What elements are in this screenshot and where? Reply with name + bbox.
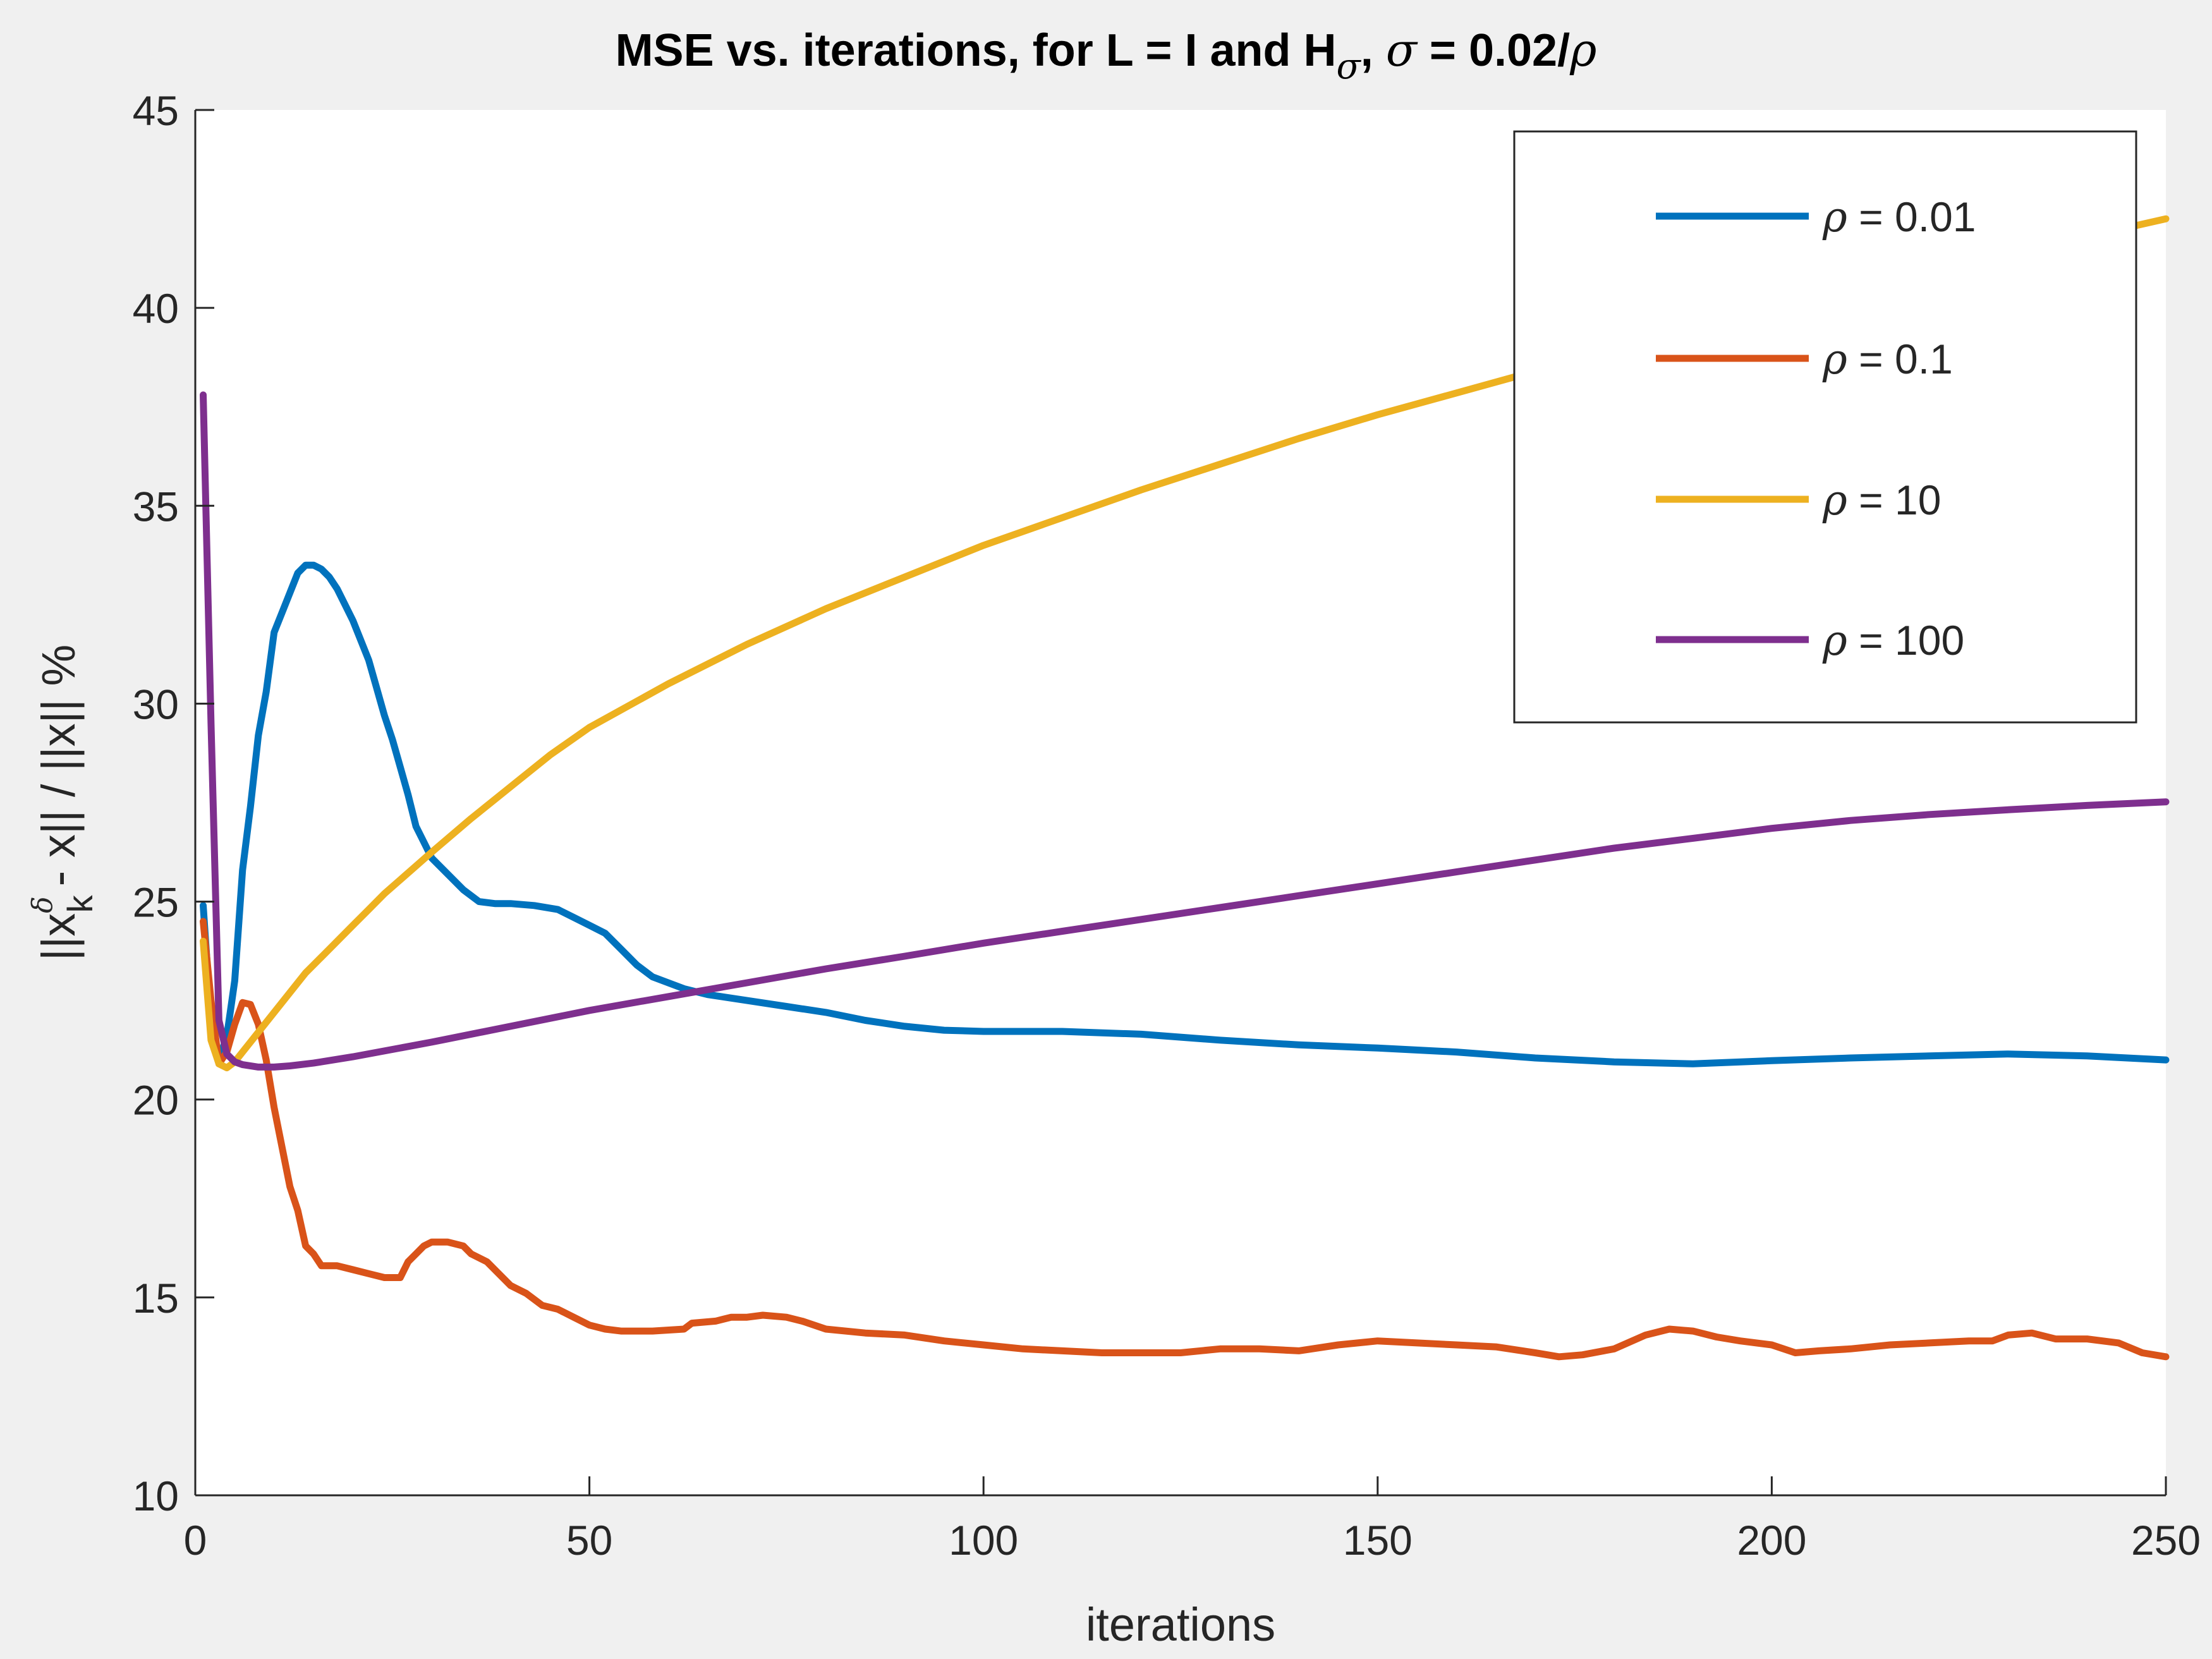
x-tick-label: 200	[1737, 1517, 1806, 1564]
x-tick-label: 50	[566, 1517, 612, 1564]
legend-value: = 10	[1847, 477, 1942, 523]
title-prefix: MSE vs. iterations, for L = I and H	[616, 25, 1337, 76]
ylabel-norm-start: ||x	[32, 913, 85, 961]
x-axis-label: iterations	[1086, 1598, 1275, 1651]
legend-label-2: ρ = 0.1	[1822, 335, 1953, 384]
y-tick-label: 40	[133, 285, 179, 332]
ylabel-rest: - x|| / ||x|| %	[32, 645, 85, 887]
ylabel-k: k	[60, 894, 100, 913]
series-line-2	[200, 918, 2170, 1361]
legend-entries: ρ = 0.01ρ = 0.1ρ = 10ρ = 100	[1656, 193, 1976, 665]
legend-rho: ρ	[1822, 476, 1847, 525]
title-sigma: σ	[1386, 23, 1418, 76]
title-rho: ρ	[1569, 23, 1596, 76]
x-tick-label: 150	[1343, 1517, 1413, 1564]
legend-rho: ρ	[1822, 616, 1847, 665]
title-subscript-sigma: σ	[1337, 46, 1362, 87]
legend-label-1: ρ = 0.01	[1822, 193, 1976, 241]
legend: ρ = 0.01ρ = 0.1ρ = 10ρ = 100	[1513, 130, 2137, 724]
title-sep: ,	[1361, 25, 1386, 76]
x-tick-label: 100	[949, 1517, 1018, 1564]
y-tick-label: 20	[133, 1077, 179, 1124]
legend-rho: ρ	[1822, 335, 1847, 384]
series-line-4	[200, 391, 2170, 1071]
axis-layer	[194, 110, 2166, 1497]
y-tick-label: 35	[133, 483, 179, 530]
ylabel-delta: δ	[27, 896, 59, 913]
series-line-1	[200, 561, 2170, 1067]
y-tick-label: 30	[133, 681, 179, 727]
legend-value: = 0.1	[1847, 336, 1953, 382]
title-value: = 0.02/	[1417, 25, 1570, 76]
legend-label-4: ρ = 100	[1822, 616, 1964, 665]
y-tick-label: 15	[133, 1275, 179, 1322]
legend-box	[1513, 130, 2137, 724]
legend-rho: ρ	[1822, 193, 1847, 241]
legend-value: = 0.01	[1847, 193, 1976, 240]
x-ticks: 0 50 100 150 200 250	[184, 1476, 2201, 1564]
x-tick-label: 0	[184, 1517, 207, 1564]
x-tick-label: 250	[2131, 1517, 2201, 1564]
y-tick-label: 10	[133, 1473, 179, 1519]
y-axis-label: ||xδk - x|| / ||x|| %	[27, 645, 100, 961]
y-tick-label: 45	[133, 87, 179, 134]
y-ticks: 10 15 20 25 30 35 40 45	[133, 87, 214, 1519]
legend-value: = 100	[1847, 617, 1964, 664]
legend-label-3: ρ = 10	[1822, 476, 1941, 525]
y-tick-label: 25	[133, 879, 179, 926]
chart-title: MSE vs. iterations, for L = I and Hσ, σ …	[616, 23, 1597, 87]
